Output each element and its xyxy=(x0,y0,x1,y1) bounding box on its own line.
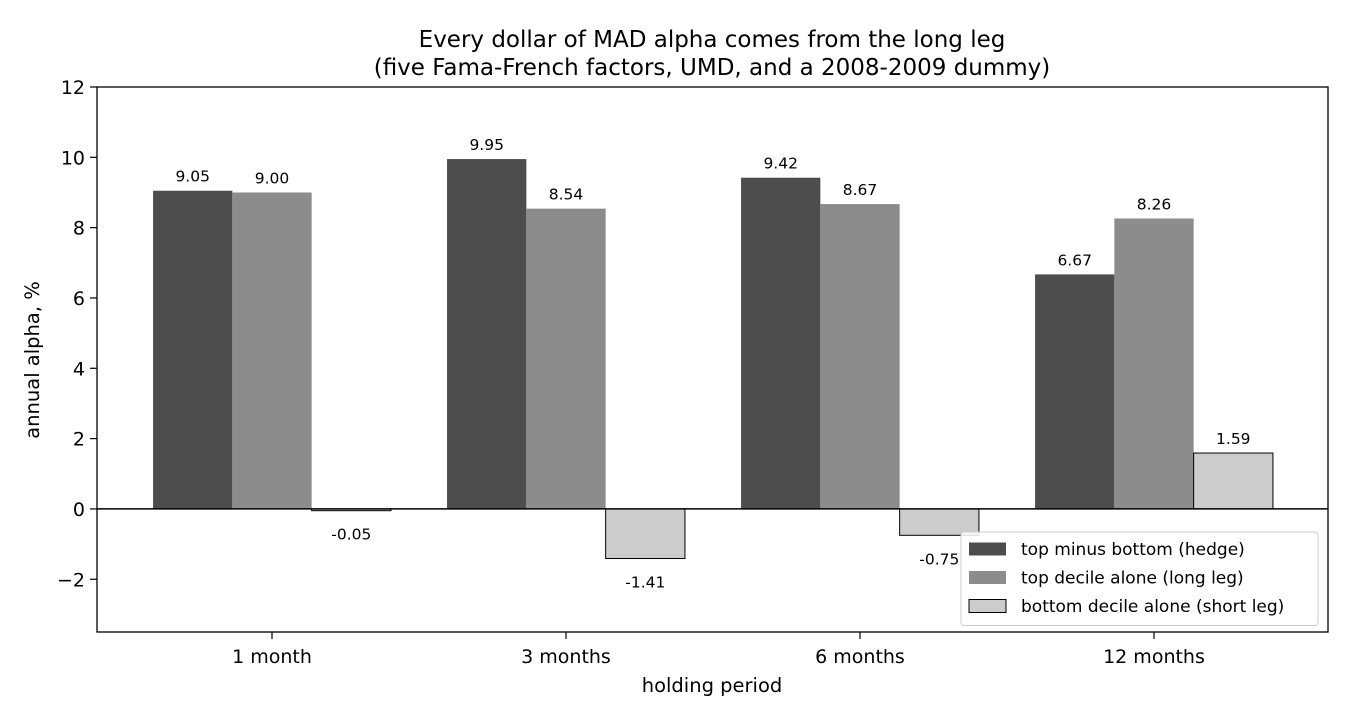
y-axis-label: annual alpha, % xyxy=(21,281,44,439)
data-label: 6.67 xyxy=(1057,251,1092,269)
legend-entry: top decile alone (long leg) xyxy=(1021,569,1244,589)
data-label: -0.75 xyxy=(919,550,959,568)
bar xyxy=(232,192,312,509)
bar xyxy=(899,508,980,536)
y-tick-label: 2 xyxy=(73,429,85,451)
data-label: 8.67 xyxy=(843,181,878,199)
legend-entry: bottom decile alone (short leg) xyxy=(1021,597,1284,617)
legend-entry: top minus bottom (hedge) xyxy=(1021,540,1245,560)
legend-box xyxy=(960,531,1319,626)
x-tick-label: 1 month xyxy=(232,646,312,668)
bar xyxy=(1114,218,1194,509)
x-tick-label: 6 months xyxy=(815,646,905,668)
legend-swatch xyxy=(969,542,1006,556)
y-tick-label: 6 xyxy=(73,288,85,310)
bar xyxy=(1035,274,1115,509)
y-tick-label: 12 xyxy=(61,77,85,99)
data-label: -0.05 xyxy=(331,526,371,544)
legend: top minus bottom (hedge) top decile alone… xyxy=(960,531,1319,626)
plot-area: 9.05 9.95 9.42 6.67 9.00 8.54 8.67 8.26 -0.05 -1.… xyxy=(57,77,1328,668)
bar xyxy=(605,508,686,560)
legend-swatch xyxy=(969,571,1006,584)
x-tick-label: 3 months xyxy=(521,646,611,668)
y-tick-label: 4 xyxy=(73,358,85,380)
data-label: 9.05 xyxy=(175,168,210,186)
bar xyxy=(741,177,821,509)
bar xyxy=(447,159,527,509)
data-label: -1.41 xyxy=(625,574,665,592)
y-tick-label: 8 xyxy=(73,218,85,240)
x-axis-label: holding period xyxy=(642,674,783,697)
chart-subtitle: (five Fama-French factors, UMD, and a 20… xyxy=(374,55,1051,81)
y-tick-label: 10 xyxy=(61,147,85,169)
bar xyxy=(1193,452,1274,510)
legend-swatch xyxy=(968,599,1007,613)
y-tick-label: 0 xyxy=(73,499,85,521)
bar xyxy=(820,204,900,509)
plot-frame xyxy=(96,86,1329,633)
data-label: 1.59 xyxy=(1216,430,1251,448)
x-tick-label: 12 months xyxy=(1103,646,1205,668)
bar xyxy=(153,190,233,509)
data-label: 9.00 xyxy=(255,169,290,187)
data-label: 9.42 xyxy=(763,155,798,173)
data-label: 8.26 xyxy=(1137,196,1172,214)
bar xyxy=(526,208,606,509)
chart-title: Every dollar of MAD alpha comes from the… xyxy=(419,27,1006,53)
data-label: 8.54 xyxy=(549,186,584,204)
y-tick-label: −2 xyxy=(57,569,85,591)
data-label: 9.95 xyxy=(469,136,504,154)
